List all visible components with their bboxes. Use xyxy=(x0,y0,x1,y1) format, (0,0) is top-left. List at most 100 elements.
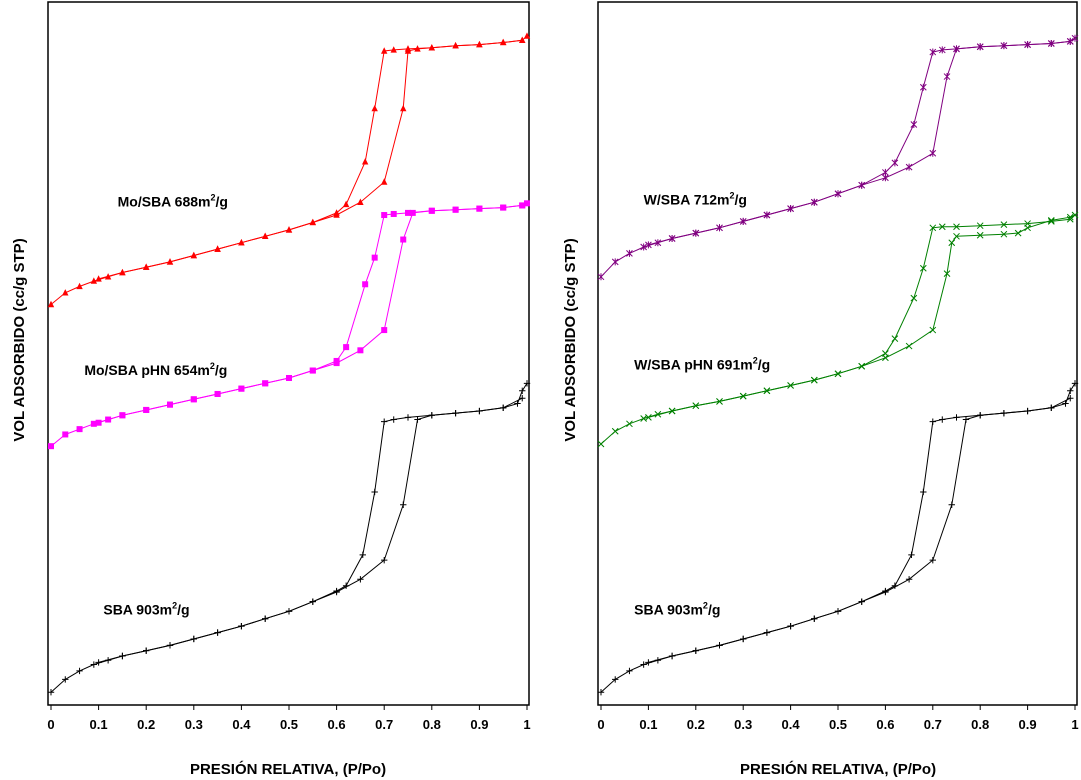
series-annotation: Mo/SBA pHN 654m2/g xyxy=(84,361,227,378)
data-point xyxy=(143,406,150,413)
data-point xyxy=(882,168,889,176)
data-point xyxy=(333,209,340,216)
x-tick-label: 0.9 xyxy=(1019,717,1037,732)
data-point xyxy=(908,551,915,559)
data-point xyxy=(1047,40,1055,48)
data-point xyxy=(119,268,126,276)
data-point xyxy=(309,598,316,605)
plot-area-frame xyxy=(597,1,1078,706)
data-point xyxy=(905,576,913,583)
data-point xyxy=(716,224,723,232)
data-point xyxy=(190,635,197,643)
data-point xyxy=(910,120,918,128)
data-point xyxy=(519,36,526,44)
data-point xyxy=(953,232,960,240)
data-point xyxy=(611,427,619,435)
data-point xyxy=(90,277,98,284)
data-point xyxy=(381,212,388,219)
data-point xyxy=(523,32,531,39)
series-0 xyxy=(597,34,1079,281)
data-point xyxy=(190,396,197,403)
data-point xyxy=(428,44,435,51)
data-point xyxy=(371,104,378,112)
data-point xyxy=(333,587,340,595)
data-point xyxy=(929,48,937,56)
data-point xyxy=(371,254,378,261)
data-point xyxy=(238,622,245,630)
data-point xyxy=(262,615,269,622)
x-tick-label: 1 xyxy=(523,717,530,732)
plot-area-frame xyxy=(47,1,530,706)
data-point xyxy=(362,281,369,288)
x-tick-label: 0.5 xyxy=(280,717,298,732)
series-layer xyxy=(47,32,531,696)
adsorption-line xyxy=(600,383,1076,693)
data-point xyxy=(939,416,946,423)
data-point xyxy=(476,205,483,212)
data-point xyxy=(597,440,605,448)
data-point xyxy=(948,239,956,247)
data-point xyxy=(962,416,970,423)
data-point xyxy=(524,200,530,207)
data-point xyxy=(119,412,126,419)
data-point xyxy=(47,689,55,696)
data-point xyxy=(929,418,936,425)
x-axis-ticks: 0 0.1 0.2 0.3 0.4 0.5 0.6 0.7 0.8 0.9 1 xyxy=(597,705,1079,732)
series-2 xyxy=(597,380,1079,696)
data-point xyxy=(976,222,984,230)
data-point xyxy=(381,327,388,334)
data-point xyxy=(143,263,150,270)
data-point xyxy=(400,104,407,112)
data-point xyxy=(626,667,633,675)
data-point xyxy=(716,642,723,649)
data-point xyxy=(1067,387,1074,394)
data-point xyxy=(938,223,946,231)
data-point xyxy=(361,158,369,165)
data-point xyxy=(811,615,818,622)
desorption-line xyxy=(98,39,523,280)
data-point xyxy=(692,647,699,654)
data-point xyxy=(214,245,221,252)
data-point xyxy=(763,211,771,219)
data-point xyxy=(929,326,937,334)
data-point xyxy=(357,198,364,205)
data-point xyxy=(143,647,150,654)
data-point xyxy=(1024,41,1031,49)
x-tick-label: 0.4 xyxy=(782,717,801,732)
data-point xyxy=(612,676,619,683)
data-point xyxy=(357,576,364,583)
data-point xyxy=(943,270,951,277)
data-point xyxy=(214,629,221,636)
data-point xyxy=(611,258,619,266)
data-point xyxy=(891,335,899,342)
data-point xyxy=(640,243,648,251)
data-point xyxy=(1048,404,1055,412)
x-tick-label: 0.5 xyxy=(829,717,847,732)
data-point xyxy=(500,204,507,211)
data-point xyxy=(357,347,364,354)
data-point xyxy=(1066,37,1074,45)
data-point xyxy=(381,556,388,564)
data-point xyxy=(858,181,866,189)
data-point xyxy=(1024,220,1031,227)
x-tick-label: 0.8 xyxy=(423,717,441,732)
data-point xyxy=(976,231,984,239)
data-point xyxy=(977,412,984,419)
data-point xyxy=(668,407,676,415)
annotation-layer: Mo/SBA 688m2/g Mo/SBA pHN 654m2/g SBA 903m… xyxy=(84,193,228,618)
data-point xyxy=(787,205,794,213)
data-point xyxy=(519,202,526,209)
adsorption-line xyxy=(600,214,1076,445)
desorption-line xyxy=(648,40,1071,246)
chart-panel-w: 0 0.1 0.2 0.3 0.4 0.5 0.6 0.7 0.8 0.9 1 W/SBA 712m… xyxy=(562,1,1079,778)
series-layer xyxy=(597,34,1079,696)
x-tick-label: 0.2 xyxy=(137,717,155,732)
data-point xyxy=(692,229,700,237)
desorption-line xyxy=(98,397,523,663)
data-point xyxy=(76,282,83,290)
data-point xyxy=(519,395,526,402)
data-point xyxy=(262,380,269,387)
data-point xyxy=(390,416,397,423)
data-point xyxy=(119,652,126,660)
data-point xyxy=(476,40,483,48)
